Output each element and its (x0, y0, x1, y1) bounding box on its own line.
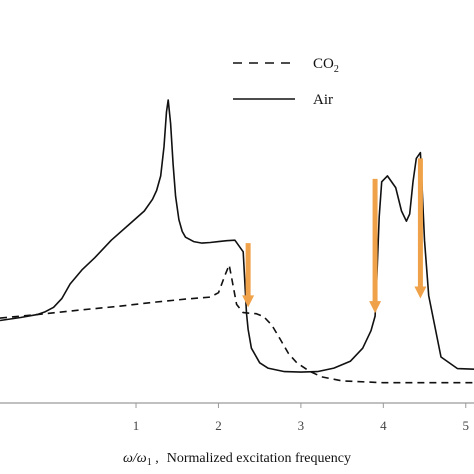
series-line-air (0, 99, 474, 373)
legend-label-main: Air (313, 92, 333, 108)
x-tick-label: 1 (133, 418, 140, 433)
x-tick-label: 2 (215, 418, 222, 433)
x-axis-label-subscript: 1 (147, 457, 152, 468)
x-tick-label: 3 (298, 418, 305, 433)
annotation-arrows (242, 158, 427, 314)
axes: 1 2 3 4 5 (0, 402, 474, 433)
arrow-head (369, 301, 382, 314)
x-tick-label: 4 (380, 418, 387, 433)
legend-label-main: CO (313, 56, 334, 72)
annotation-arrow (414, 158, 427, 299)
arrow-head (414, 286, 427, 299)
legend-entry: CO2 (233, 56, 339, 75)
legend-entry: Air (233, 92, 333, 108)
annotation-arrow (242, 243, 255, 308)
legend-label: CO2 (313, 56, 339, 75)
legend-label-subscript: 2 (334, 64, 339, 75)
annotation-arrow (369, 178, 382, 314)
x-axis-label-text: Normalized excitation frequency (167, 451, 351, 466)
x-axis-label: ω/ω1 , Normalized excitation frequency (123, 451, 351, 468)
arrow-head (242, 295, 255, 308)
legend: CO2 Air (233, 56, 339, 108)
x-tick-label: 5 (463, 418, 470, 433)
legend-label: Air (313, 92, 333, 108)
x-axis-label-separator: , (152, 451, 159, 466)
x-axis-label-symbol: ω/ω (123, 451, 147, 466)
series-layer (0, 99, 474, 384)
